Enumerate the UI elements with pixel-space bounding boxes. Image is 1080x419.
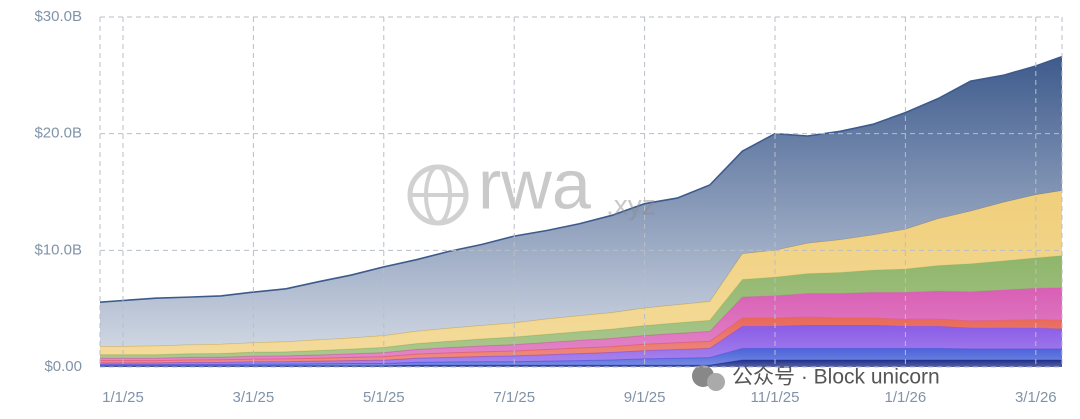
x-tick-label: 7/1/25 xyxy=(493,389,535,406)
watermark-text: .xyz xyxy=(606,189,656,220)
area xyxy=(100,325,1062,365)
area xyxy=(100,316,1062,363)
area xyxy=(100,190,1062,355)
x-tick-label: 9/1/25 xyxy=(624,389,666,406)
x-tick-label: 3/1/26 xyxy=(1015,389,1057,406)
y-tick-label: $20.0B xyxy=(34,125,82,142)
plot-area xyxy=(100,55,1062,367)
credit-text: 公众号 · Block unicorn xyxy=(732,366,940,389)
y-tick-label: $10.0B xyxy=(34,241,82,258)
area xyxy=(100,348,1062,366)
area xyxy=(100,287,1062,361)
x-tick-label: 3/1/25 xyxy=(233,389,275,406)
credit: 公众号 · Block unicorn xyxy=(692,365,940,391)
globe-icon xyxy=(407,164,469,226)
x-tick-label: 1/1/25 xyxy=(102,389,144,406)
globe-icon xyxy=(424,165,452,225)
wechat-icon xyxy=(707,373,725,391)
x-tick-label: 5/1/25 xyxy=(363,389,405,406)
area xyxy=(100,56,1062,347)
area xyxy=(100,360,1062,367)
area xyxy=(100,255,1062,359)
y-tick-label: $30.0B xyxy=(34,8,82,25)
x-tick-label: 11/1/25 xyxy=(751,389,800,406)
x-tick-label: 1/1/26 xyxy=(885,389,927,406)
area-edge xyxy=(100,55,1062,303)
watermark: rwa .xyz xyxy=(407,145,656,226)
y-tick-label: $0.00 xyxy=(44,358,82,375)
watermark-text: rwa xyxy=(478,145,591,223)
